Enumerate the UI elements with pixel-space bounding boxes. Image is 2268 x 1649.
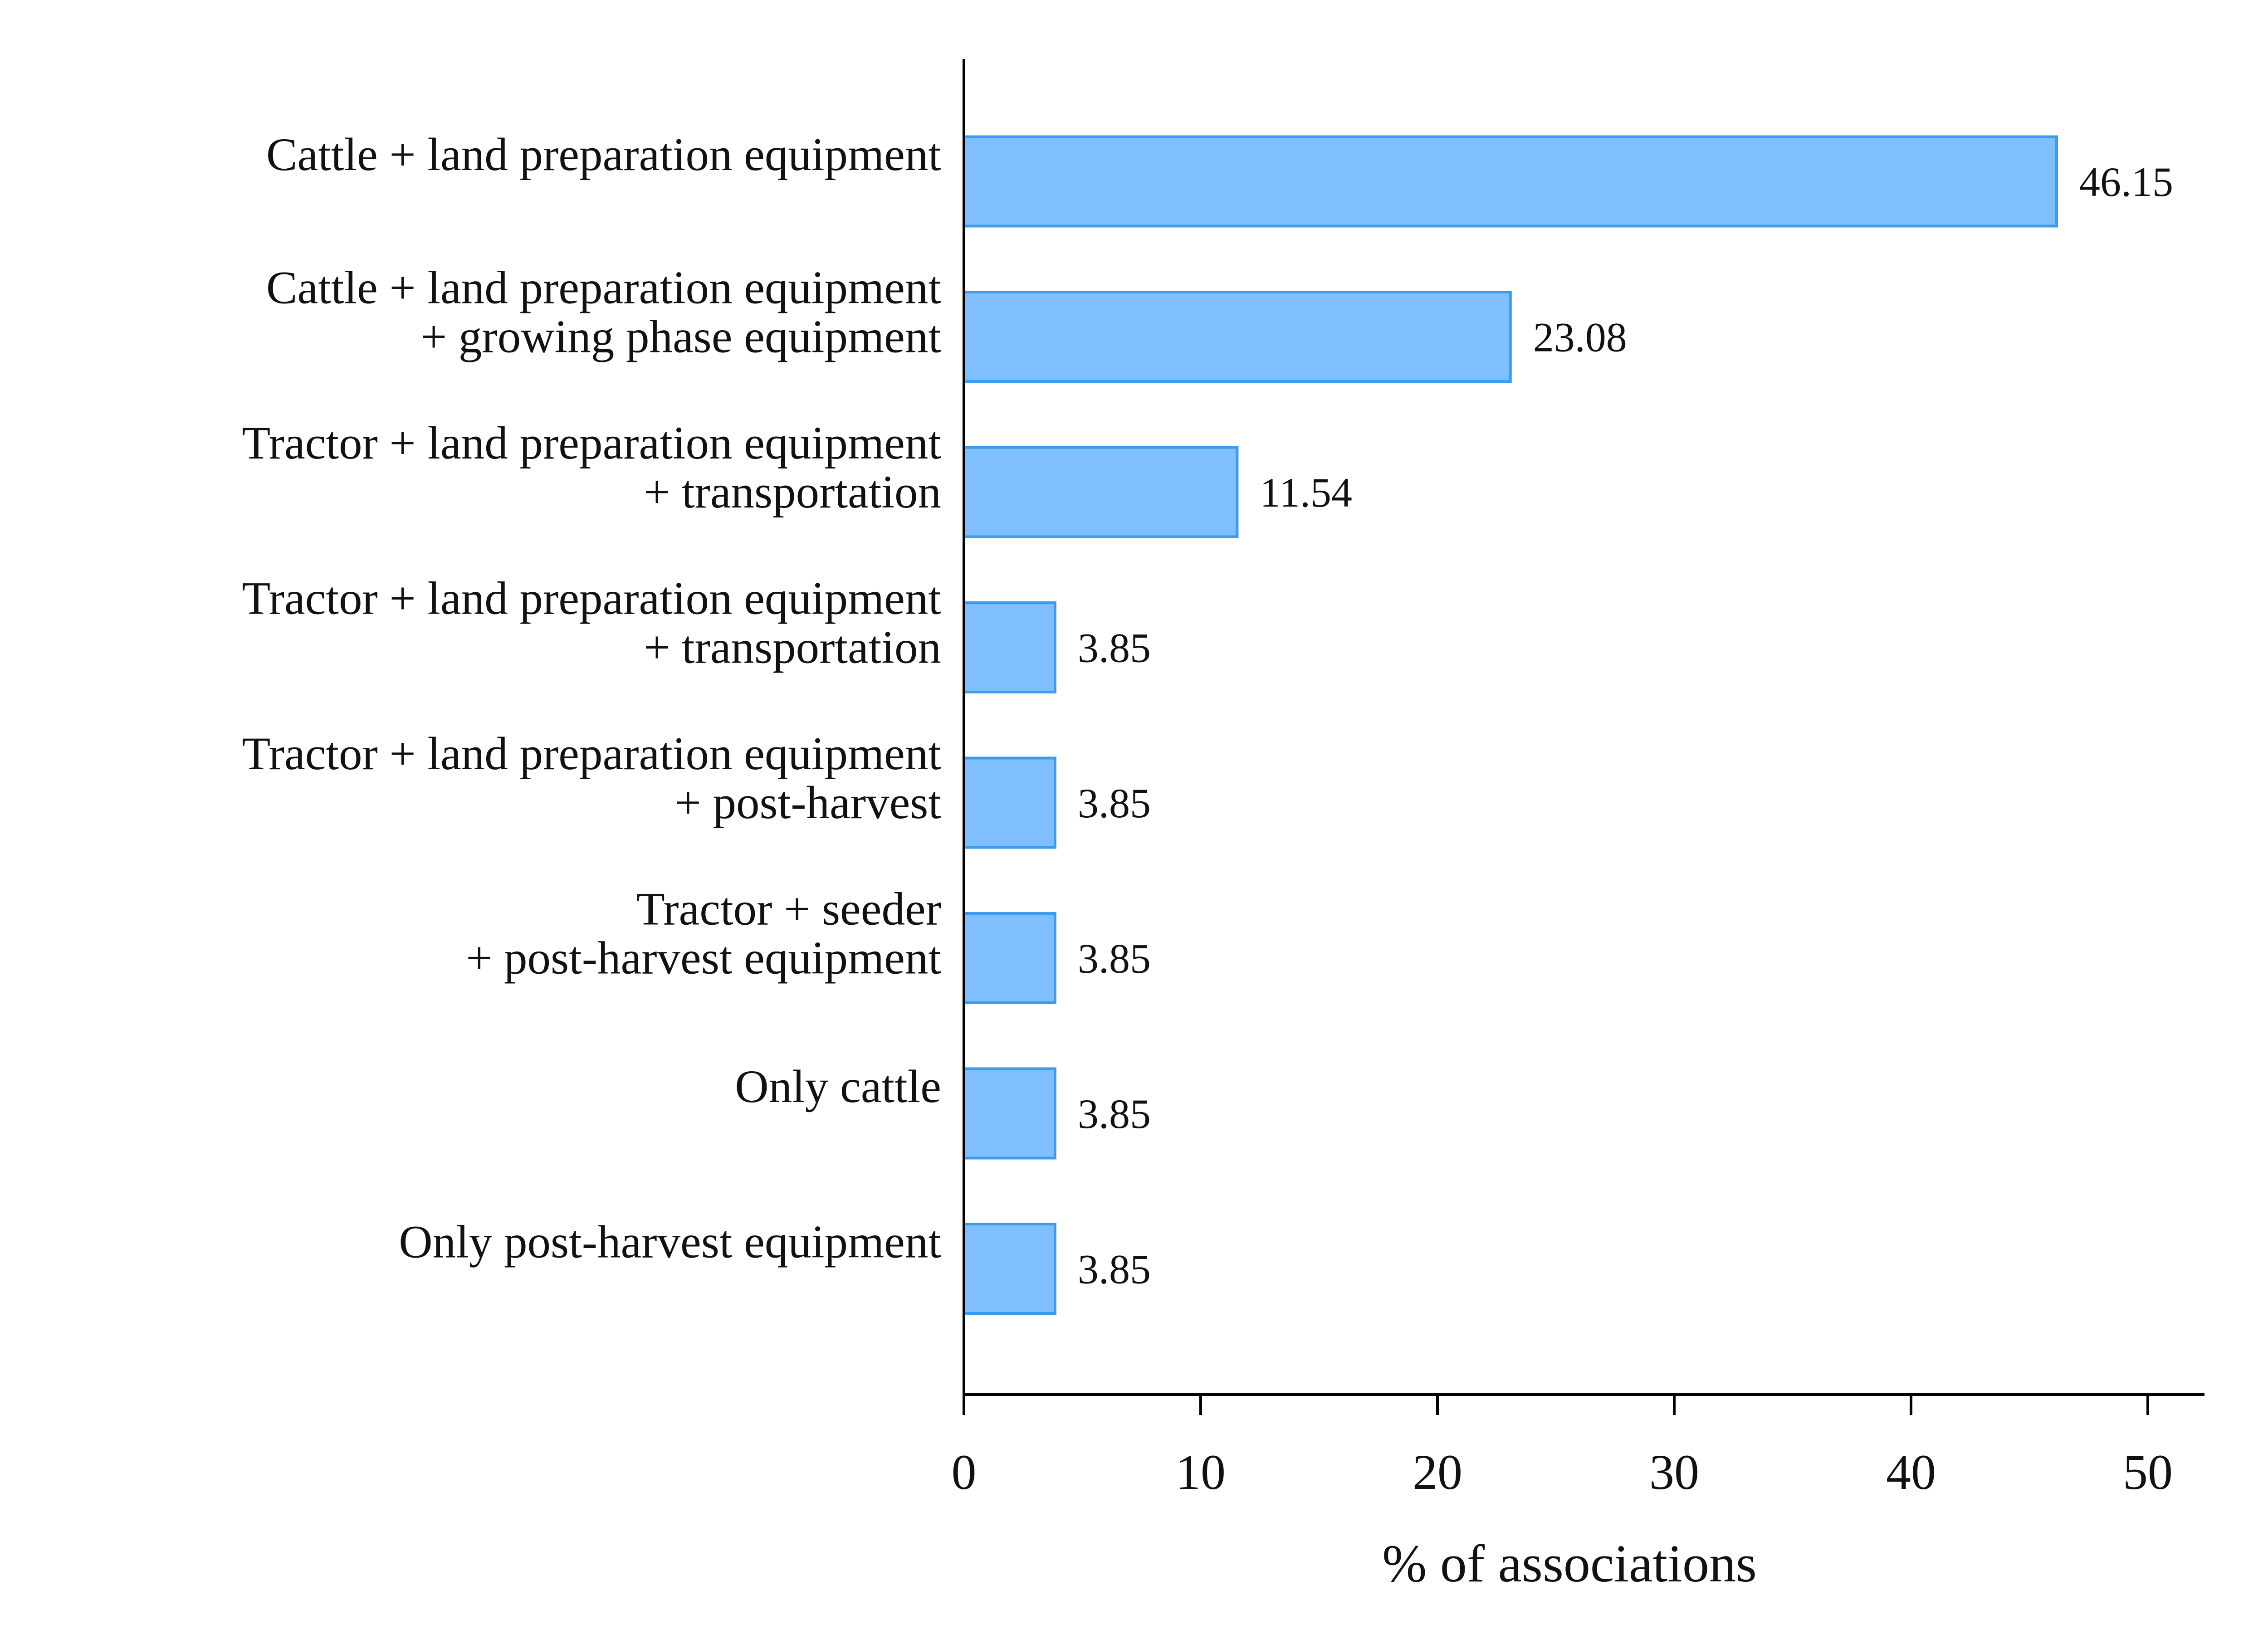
category-label: Tractor + land preparation equipment [242,728,941,780]
category-label: + post-harvest equipment [466,932,941,984]
axes-group [963,59,2204,1396]
bar-value-label: 3.85 [1078,625,1151,671]
bar [963,446,1239,538]
x-tick-label: 30 [1649,1444,1699,1500]
bar-value-label: 11.54 [1260,469,1352,516]
x-axis-title: % of associations [1382,1534,1757,1593]
bar [963,1067,1056,1160]
category-label: Only post-harvest equipment [399,1216,941,1268]
bar [963,912,1056,1004]
x-tick-label: 20 [1413,1444,1462,1500]
category-label: + growing phase equipment [420,311,941,363]
bar [963,601,1056,693]
category-label: Tractor + land preparation equipment [242,573,941,624]
bar-value-label: 3.85 [1078,936,1151,982]
category-label: Only cattle [735,1061,941,1112]
bar [963,756,1056,849]
bar-value-label: 3.85 [1078,780,1151,826]
x-tick-label: 0 [952,1444,977,1500]
category-label: + post-harvest [675,777,942,829]
x-tick-label: 10 [1176,1444,1226,1500]
category-label: Tractor + land preparation equipment [242,417,941,469]
bar-value-label: 23.08 [1533,314,1627,361]
x-tick-label: 50 [2123,1444,2173,1500]
axis-lines [963,59,2204,1396]
category-label: Cattle + land preparation equipment [266,129,942,181]
category-label: + transportation [644,622,941,673]
bar-value-label: 46.15 [2079,159,2173,205]
category-label: Tractor + seeder [636,883,941,935]
category-labels-group: Cattle + land preparation equipment Cattl… [242,129,941,1268]
category-label: + transportation [644,466,941,518]
bar [963,291,1512,383]
x-tick-label: 40 [1886,1444,1936,1500]
bar [963,1223,1056,1315]
x-ticks-group: 0 10 20 30 40 50 [952,1395,2173,1500]
bars-group [963,135,2058,1315]
category-label: Cattle + land preparation equipment [266,262,942,314]
value-labels-group: 46.15 23.08 11.54 3.85 3.85 3.85 3.85 3.85 [1078,159,2173,1293]
bar-value-label: 3.85 [1078,1091,1151,1137]
bar-value-label: 3.85 [1078,1246,1151,1293]
bar [963,135,2058,228]
